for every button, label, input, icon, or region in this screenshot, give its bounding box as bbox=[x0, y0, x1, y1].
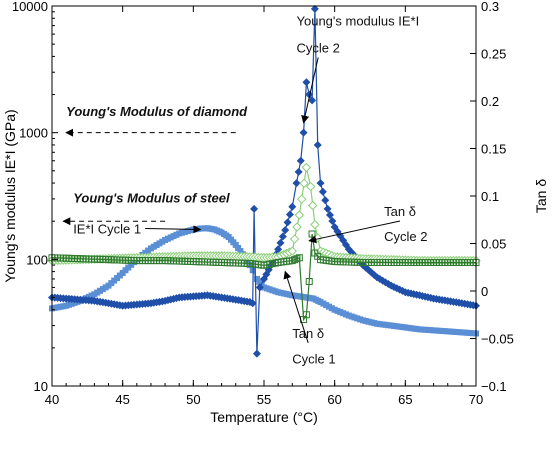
x-tick-label: 40 bbox=[45, 392, 59, 407]
data-point bbox=[316, 179, 325, 188]
y-right-tick-label: 0.15 bbox=[481, 142, 506, 157]
data-point bbox=[289, 234, 300, 244]
x-tick-label: 60 bbox=[327, 392, 341, 407]
annotation-layer: Young's modulus IE*I Cycle 2 Young's Modul… bbox=[62, 14, 427, 367]
data-point bbox=[308, 200, 318, 211]
annotation-arrow bbox=[145, 225, 202, 234]
data-point bbox=[283, 218, 292, 227]
y-right-tick-label: 0 bbox=[481, 284, 488, 299]
data-point bbox=[288, 202, 297, 211]
data-point bbox=[278, 232, 287, 241]
data-point bbox=[323, 204, 332, 213]
y-axis-right-label: Tan δ bbox=[533, 179, 549, 213]
y-right-tick-label: 0.2 bbox=[481, 94, 499, 109]
axis-layer: 40 45 50 55 60 65 70 10 100 1000 10000 −0.1 −0.05 0 0.… bbox=[12, 0, 514, 407]
series-layer bbox=[47, 4, 481, 358]
annotation-ym-cycle2-line1: Young's modulus IE*I bbox=[297, 14, 420, 29]
data-point bbox=[255, 283, 264, 292]
annotation-ym-diamond: Young's Modulus of diamond bbox=[66, 104, 248, 119]
series-3 bbox=[48, 230, 480, 323]
data-point bbox=[308, 96, 317, 105]
data-point bbox=[310, 219, 320, 230]
data-point bbox=[302, 78, 311, 87]
data-point bbox=[293, 255, 301, 263]
data-point bbox=[296, 156, 305, 165]
annotation-tan-cycle2-line1: Tan δ bbox=[384, 204, 416, 219]
data-point bbox=[310, 4, 319, 13]
y-right-tick-label: −0.1 bbox=[481, 379, 507, 394]
data-point bbox=[250, 204, 259, 213]
data-point bbox=[235, 244, 242, 251]
data-point bbox=[287, 246, 297, 256]
y-right-tick-label: 0.05 bbox=[481, 237, 506, 252]
data-point bbox=[321, 196, 330, 205]
data-point bbox=[295, 254, 303, 262]
data-point bbox=[305, 181, 316, 192]
y-left-tick-label: 1000 bbox=[19, 126, 48, 141]
x-tick-label: 50 bbox=[186, 392, 200, 407]
x-tick-label: 55 bbox=[257, 392, 271, 407]
data-point bbox=[276, 238, 285, 247]
x-axis-label: Temperature (°C) bbox=[210, 409, 318, 425]
data-point bbox=[325, 210, 334, 219]
data-point bbox=[318, 187, 327, 196]
series-line bbox=[51, 233, 476, 322]
y-left-tick-label: 10000 bbox=[12, 0, 48, 14]
data-point bbox=[248, 299, 257, 308]
annotation-tan-cycle2-line2: Cycle 2 bbox=[384, 229, 427, 244]
series-1 bbox=[48, 4, 480, 358]
data-point bbox=[288, 257, 296, 265]
data-point bbox=[281, 226, 290, 235]
annotation-arrow bbox=[301, 57, 319, 124]
data-point bbox=[302, 311, 310, 319]
data-point bbox=[299, 178, 309, 189]
data-point bbox=[292, 179, 301, 188]
y-axis-left-label: Young's modulus IE*I (GPa) bbox=[2, 109, 18, 282]
data-point bbox=[328, 216, 337, 225]
data-point bbox=[294, 210, 305, 220]
data-point bbox=[299, 128, 308, 137]
data-point bbox=[305, 90, 314, 99]
annotation-ie-cycle1: IE*I Cycle 1 bbox=[73, 221, 141, 236]
x-tick-label: 70 bbox=[469, 392, 483, 407]
data-point bbox=[237, 248, 244, 255]
annotation-ym-steel: Young's Modulus of steel bbox=[73, 191, 230, 206]
data-point bbox=[291, 256, 299, 264]
y-right-tick-label: 0.3 bbox=[481, 0, 499, 14]
data-point bbox=[313, 140, 322, 149]
data-point bbox=[294, 167, 303, 176]
data-point bbox=[296, 194, 307, 204]
data-point bbox=[252, 349, 261, 358]
y-right-tick-label: −0.05 bbox=[481, 332, 514, 347]
data-point bbox=[301, 162, 312, 173]
data-point bbox=[305, 278, 313, 285]
data-point bbox=[292, 222, 302, 232]
data-point bbox=[232, 241, 239, 248]
data-point bbox=[274, 245, 283, 254]
x-tick-label: 65 bbox=[398, 392, 412, 407]
annotation-arrow bbox=[283, 270, 309, 343]
data-point bbox=[285, 210, 294, 219]
annotation-ym-cycle2-line2: Cycle 2 bbox=[297, 40, 340, 55]
y-left-tick-label: 100 bbox=[26, 252, 48, 267]
y-right-tick-label: 0.25 bbox=[481, 47, 506, 62]
annotation-tan-cycle1-line2: Cycle 1 bbox=[292, 352, 335, 367]
annotation-tan-cycle1-line1: Tan δ bbox=[292, 326, 324, 341]
y-right-tick-label: 0.1 bbox=[481, 189, 499, 204]
y-left-tick-label: 10 bbox=[34, 379, 48, 394]
x-tick-label: 45 bbox=[115, 392, 129, 407]
annotation-arrow bbox=[308, 220, 401, 244]
